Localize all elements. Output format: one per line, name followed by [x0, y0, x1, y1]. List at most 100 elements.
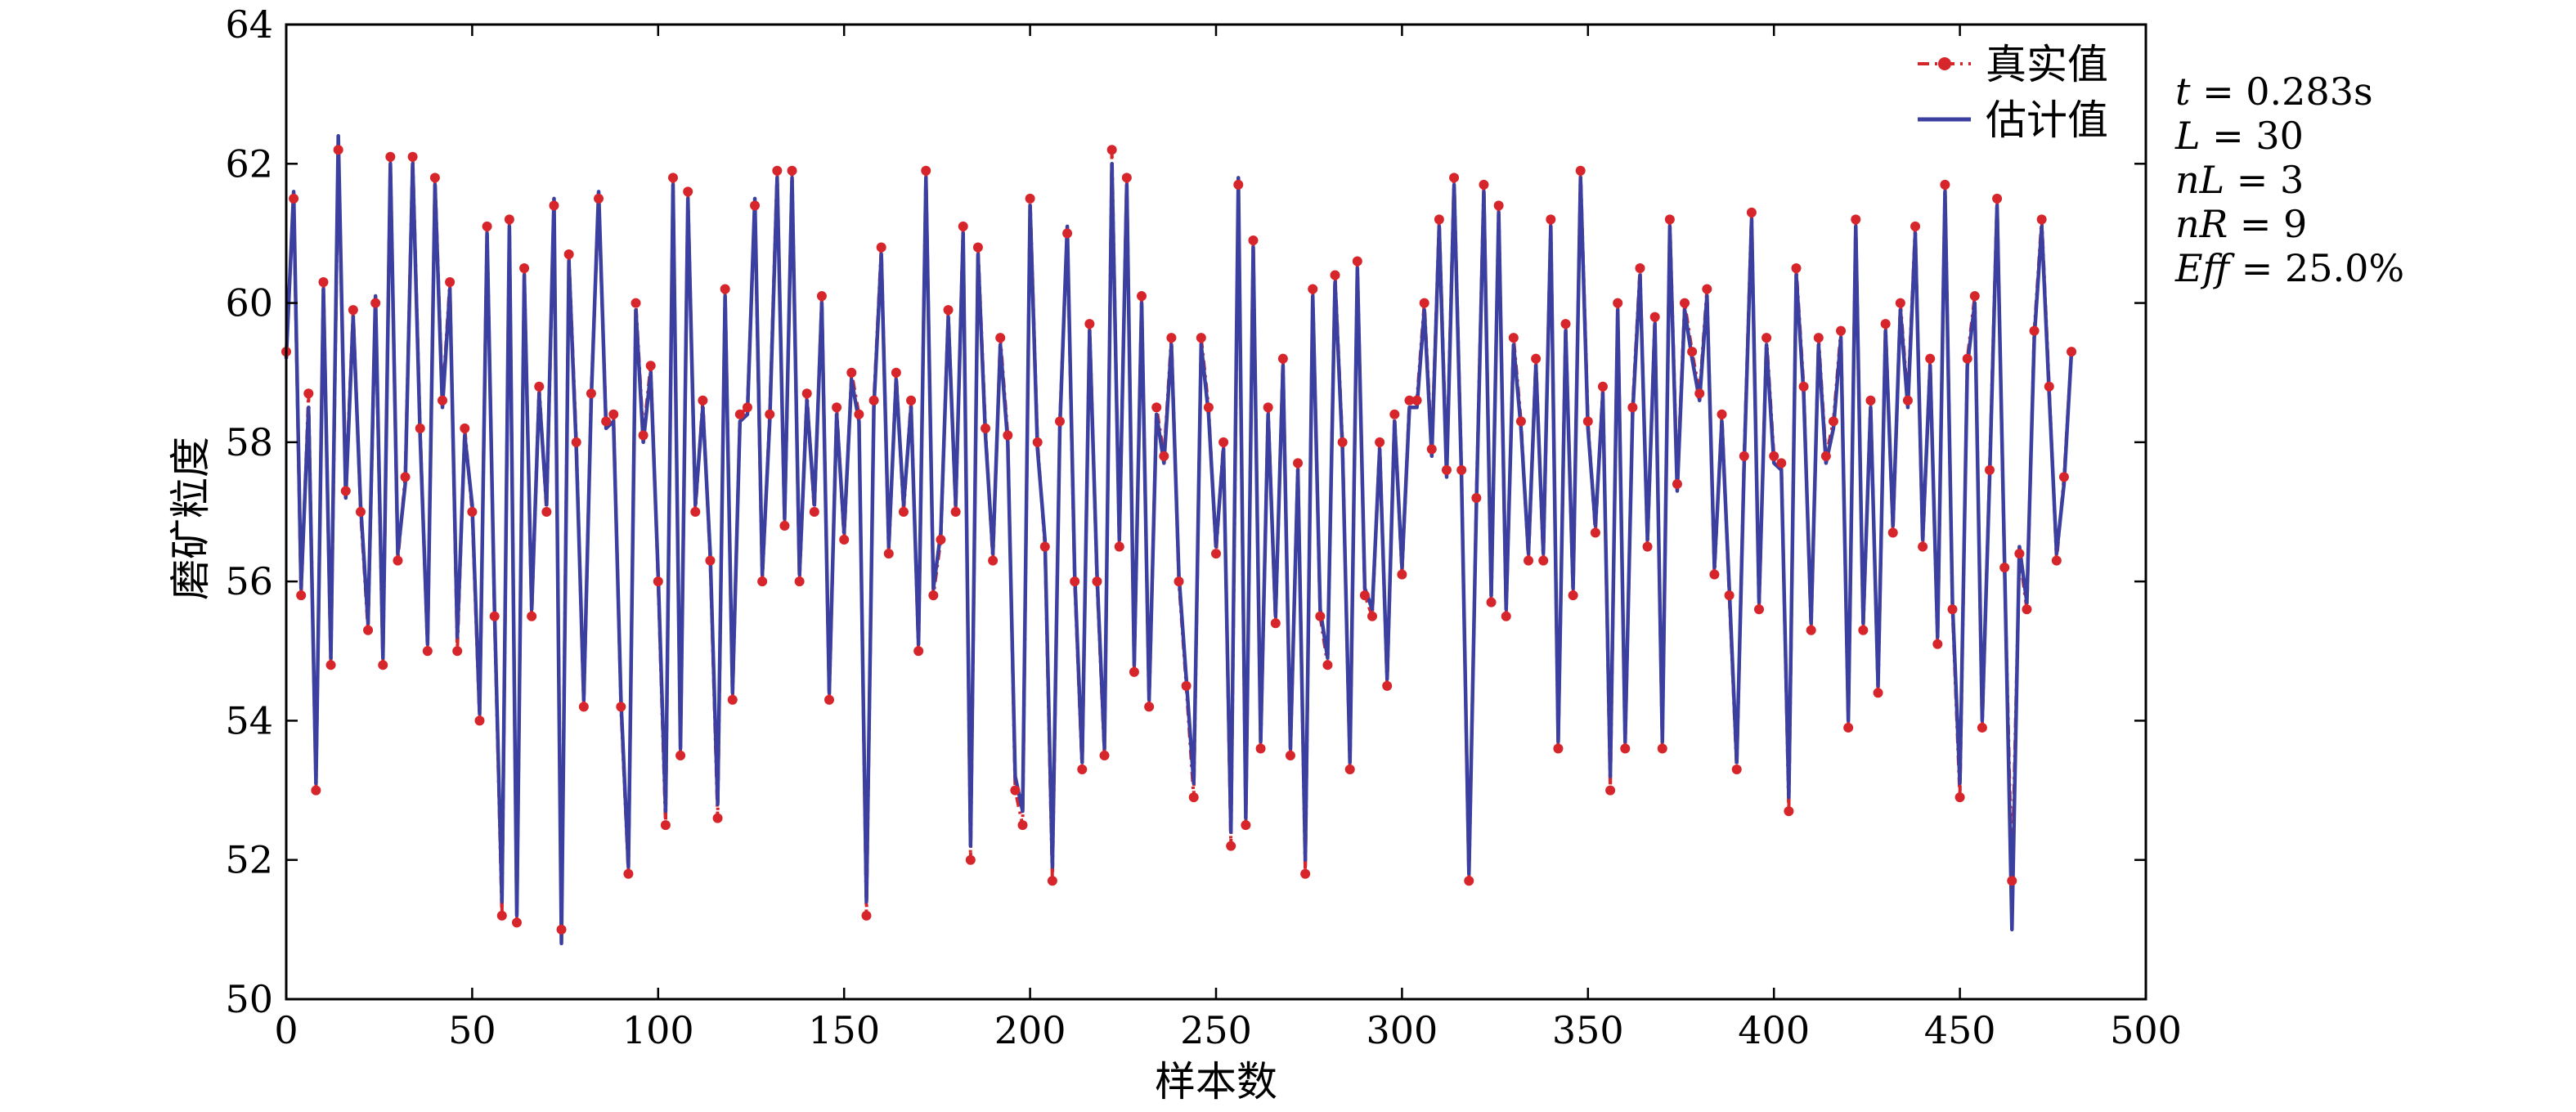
true-point	[1255, 743, 1266, 754]
annotation-value: = 0.283s	[2191, 70, 2373, 114]
true-point	[809, 507, 819, 517]
true-point	[1501, 611, 1511, 621]
true-point	[296, 590, 307, 601]
true-point	[1397, 569, 1407, 580]
true-point	[727, 694, 738, 705]
true-point	[1754, 604, 1765, 615]
annotation-value: = 9	[2228, 202, 2307, 246]
true-point	[1769, 451, 1779, 461]
true-point	[415, 423, 425, 433]
true-point	[981, 423, 991, 433]
true-point	[594, 193, 604, 204]
annotation-variable: nL	[2175, 158, 2224, 202]
true-point	[1597, 381, 1608, 392]
true-point	[846, 367, 857, 378]
true-point	[1806, 625, 1816, 635]
true-point	[765, 409, 775, 419]
x-axis-title: 样本数	[1155, 1058, 1277, 1105]
true-point	[1389, 409, 1400, 419]
true-point	[1159, 451, 1169, 461]
true-point	[936, 535, 946, 545]
annotation-value: = 3	[2224, 158, 2304, 202]
true-point	[1151, 402, 1162, 413]
true-point	[496, 910, 507, 921]
true-point	[667, 173, 678, 183]
y-tick-label: 64	[225, 2, 273, 47]
true-point	[340, 486, 351, 496]
true-point	[2051, 555, 2062, 566]
true-point	[891, 367, 901, 378]
true-point	[1479, 179, 1489, 190]
true-point	[556, 924, 567, 935]
true-point	[995, 333, 1006, 343]
true-point	[608, 409, 619, 419]
true-point	[898, 507, 909, 517]
true-point	[645, 361, 656, 371]
true-point	[1620, 743, 1631, 754]
y-tick-label: 56	[225, 559, 273, 603]
true-point	[1784, 806, 1794, 817]
true-point	[1337, 437, 1348, 447]
true-point	[1248, 235, 1259, 245]
true-point	[333, 145, 343, 155]
true-point	[1077, 764, 1088, 775]
true-point	[1798, 381, 1809, 392]
true-point	[1181, 680, 1192, 691]
true-point	[1025, 193, 1035, 204]
true-point	[318, 277, 329, 288]
true-point	[571, 437, 581, 447]
true-point	[1032, 437, 1043, 447]
annotation-variable: Eff	[2174, 246, 2236, 290]
true-point	[1092, 576, 1102, 587]
true-point	[1404, 395, 1415, 406]
true-point	[563, 249, 574, 259]
true-point	[2022, 604, 2032, 615]
true-point	[1233, 179, 1244, 190]
true-point	[1300, 868, 1311, 879]
true-point	[504, 214, 514, 225]
true-point	[1449, 173, 1460, 183]
true-point	[1702, 284, 1712, 294]
true-point	[489, 611, 500, 621]
true-point	[385, 151, 396, 162]
y-tick-label: 62	[225, 141, 273, 186]
true-point	[1731, 764, 1742, 775]
true-point	[467, 507, 478, 517]
true-point	[1359, 590, 1370, 601]
annotation-line: t = 0.283s	[2175, 70, 2373, 114]
y-tick-label: 50	[225, 977, 273, 1021]
true-point	[1508, 333, 1519, 343]
true-point	[1873, 688, 1883, 698]
true-point	[1039, 541, 1050, 552]
true-point	[631, 298, 641, 308]
annotation-variable: nR	[2175, 202, 2228, 246]
true-point	[460, 423, 470, 433]
true-point	[1694, 388, 1705, 399]
true-point	[1434, 214, 1444, 225]
legend-label-estimate: 估计值	[1986, 96, 2108, 144]
true-point	[355, 507, 366, 517]
true-point	[1211, 549, 1221, 559]
true-point	[1070, 576, 1080, 587]
true-point	[794, 576, 805, 587]
x-tick-label: 400	[1738, 1008, 1810, 1052]
true-point	[1582, 416, 1593, 427]
true-point	[720, 284, 730, 294]
true-point	[883, 549, 894, 559]
true-point	[1471, 492, 1482, 503]
true-point	[616, 702, 626, 712]
true-point	[1277, 353, 1288, 364]
true-point	[511, 917, 522, 928]
x-tick-label: 150	[808, 1008, 880, 1052]
true-point	[1851, 214, 1861, 225]
true-point	[363, 625, 374, 635]
true-point	[660, 820, 671, 831]
true-point	[1560, 319, 1571, 330]
true-point	[1017, 820, 1028, 831]
true-point	[1776, 458, 1787, 469]
true-point	[2014, 549, 2025, 559]
true-point	[438, 395, 448, 406]
true-point	[1575, 165, 1586, 176]
true-point	[1546, 214, 1556, 225]
annotation-line: L = 30	[2174, 114, 2304, 158]
